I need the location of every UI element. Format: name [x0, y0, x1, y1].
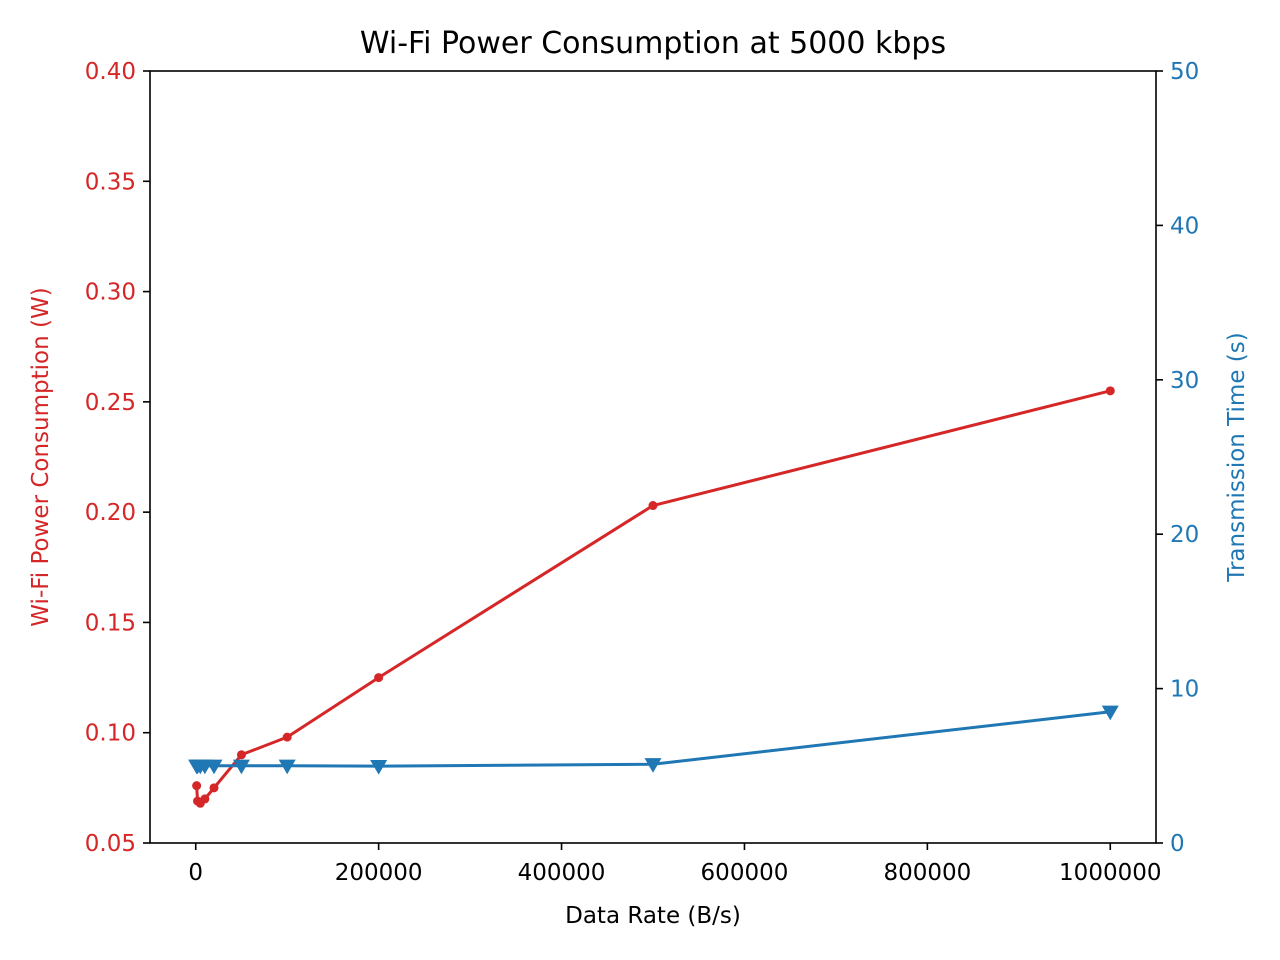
right-y-tick-label: 30: [1170, 368, 1199, 394]
time-series-point: [370, 759, 388, 775]
left-y-tick-label: 0.30: [85, 280, 136, 306]
x-tick-label: 800000: [883, 860, 971, 886]
time-series-line: [196, 710, 1111, 768]
left-y-tick-label: 0.15: [85, 610, 136, 636]
x-tick-label: 400000: [518, 860, 606, 886]
right-y-tick-label: 40: [1170, 213, 1199, 239]
x-tick-label: 600000: [701, 860, 789, 886]
power-series-point: [282, 732, 292, 742]
power-series-point: [648, 501, 658, 511]
left-y-tick-label: 0.40: [85, 59, 136, 85]
left-y-tick-label: 0.35: [85, 169, 136, 195]
right-y-axis-label: Transmission Time (s): [1224, 332, 1250, 582]
right-y-tick-label: 50: [1170, 59, 1199, 85]
x-tick-label: 200000: [335, 860, 423, 886]
power-series-point: [209, 783, 219, 793]
power-series-point: [374, 673, 384, 683]
time-series-point: [205, 759, 223, 775]
left-y-axis-label: Wi-Fi Power Consumption (W): [28, 287, 54, 626]
x-tick-label: 0: [188, 860, 203, 886]
chart-title: Wi-Fi Power Consumption at 5000 kbps: [360, 26, 946, 61]
right-y-tick-label: 10: [1170, 677, 1199, 703]
left-y-axis: 0.05 0.10 0.15 0.20 0.25 0.30 0.35 0.40: [85, 59, 150, 857]
plot-frame: [149, 70, 1157, 844]
plot-area: [188, 386, 1119, 808]
power-series-point: [192, 781, 202, 791]
time-series-point: [278, 759, 296, 775]
x-axis: 0 200000 400000 600000 800000 1000000: [188, 843, 1161, 886]
time-series-point: [1101, 705, 1119, 721]
time-series-point: [644, 758, 662, 773]
time-series-point: [232, 759, 250, 775]
left-y-tick-label: 0.05: [85, 831, 136, 857]
left-y-tick-label: 0.10: [85, 721, 136, 747]
x-axis-label: Data Rate (B/s): [565, 903, 741, 929]
right-y-axis: 0 10 20 30 40 50: [1156, 59, 1199, 857]
power-series-point: [236, 750, 246, 760]
power-series-point: [1105, 386, 1115, 396]
left-y-tick-label: 0.25: [85, 390, 136, 416]
right-y-tick-label: 0: [1170, 831, 1185, 857]
power-series-point: [200, 794, 210, 804]
right-y-tick-label: 20: [1170, 522, 1199, 548]
x-tick-label: 1000000: [1059, 860, 1161, 886]
power-series-line: [195, 389, 1111, 805]
left-y-tick-label: 0.20: [85, 500, 136, 526]
